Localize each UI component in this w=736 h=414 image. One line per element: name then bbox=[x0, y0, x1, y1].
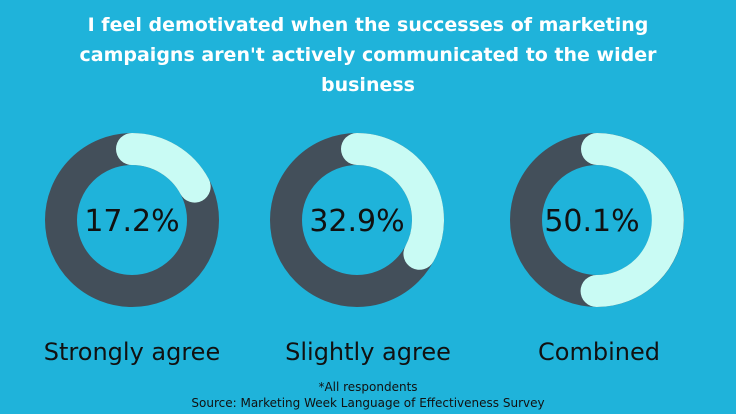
donut-strongly-agree: 17.2% bbox=[45, 133, 219, 307]
chart-title: I feel demotivated when the successes of… bbox=[79, 14, 657, 96]
donut-combined: 50.1% bbox=[510, 133, 684, 308]
donut-arc-strongly-agree bbox=[116, 133, 211, 203]
percent-label-slightly-agree: 32.9% bbox=[309, 204, 404, 239]
donut-slightly-agree: 32.9% bbox=[270, 133, 444, 307]
percent-label-combined: 50.1% bbox=[544, 204, 639, 239]
source-note: Source: Marketing Week Language of Effec… bbox=[191, 396, 545, 410]
donut-arc-combined bbox=[580, 133, 684, 308]
percent-label-strongly-agree: 17.2% bbox=[84, 204, 179, 239]
category-label-strongly-agree: Strongly agree bbox=[43, 338, 221, 366]
footnote: *All respondents bbox=[318, 380, 418, 394]
donut-arc-slightly-agree bbox=[341, 133, 444, 270]
category-label-slightly-agree: Slightly agree bbox=[285, 338, 451, 366]
category-label-combined: Combined bbox=[538, 338, 660, 366]
